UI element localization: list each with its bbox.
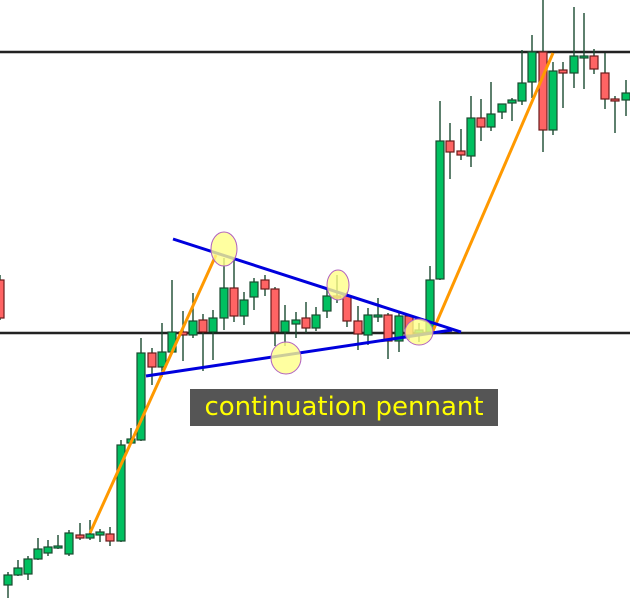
bearish-candle [198, 319, 208, 333]
bearish-candle [476, 117, 486, 128]
bearish-candle [0, 279, 5, 319]
bearish-candle [105, 533, 115, 542]
bullish-candle [249, 281, 259, 298]
pattern-label: continuation pennant [190, 389, 498, 426]
bearish-candle [75, 534, 85, 539]
flagpole-2-line [430, 52, 555, 334]
bearish-candle [353, 320, 363, 335]
bullish-candle [621, 92, 630, 101]
bearish-candle [229, 287, 239, 317]
bullish-candle [291, 319, 301, 325]
bullish-candle [33, 548, 43, 560]
bullish-candle [53, 545, 63, 549]
flagpole-1-line [88, 254, 218, 534]
bullish-candle [3, 574, 13, 586]
bullish-candle [219, 287, 229, 319]
highlight-ellipse [270, 341, 302, 375]
bearish-candle [301, 317, 311, 329]
bullish-candle [85, 533, 95, 539]
bullish-candle [64, 532, 74, 555]
bearish-candle [538, 51, 548, 131]
bullish-candle [517, 82, 527, 102]
bearish-candle [342, 295, 352, 322]
bullish-candle [435, 140, 445, 280]
bullish-candle [311, 314, 321, 329]
bullish-candle [43, 546, 53, 554]
bullish-candle [322, 295, 332, 312]
bullish-candle [239, 299, 249, 317]
bearish-candle [147, 352, 157, 368]
bullish-candle [548, 70, 558, 131]
bullish-candle [569, 55, 579, 74]
bullish-candle [486, 113, 496, 128]
bullish-candle [208, 317, 218, 333]
bullish-candle [280, 320, 290, 333]
bullish-candle [373, 314, 383, 318]
bullish-candle [13, 567, 23, 576]
bullish-candle [188, 320, 198, 336]
highlight-ellipse [210, 231, 238, 267]
bullish-candle [157, 351, 167, 368]
bearish-candle [445, 140, 455, 153]
bearish-candle [383, 314, 393, 342]
bearish-candle [558, 69, 568, 74]
bullish-candle [466, 117, 476, 157]
bearish-candle [260, 279, 270, 290]
bearish-candle [270, 288, 280, 333]
bearish-candle [589, 55, 599, 70]
bullish-candle [23, 558, 33, 575]
bullish-candle [363, 314, 373, 336]
highlight-ellipse [404, 318, 434, 346]
bearish-candle [456, 150, 466, 156]
bearish-candle [610, 98, 620, 102]
bullish-candle [95, 531, 105, 536]
bullish-candle [136, 352, 146, 441]
highlight-ellipse [326, 269, 350, 301]
bullish-candle [507, 99, 517, 104]
bullish-candle [579, 55, 589, 59]
bearish-candle [600, 72, 610, 100]
bullish-candle [116, 444, 126, 542]
bullish-candle [527, 51, 537, 83]
bullish-candle [394, 315, 404, 342]
bullish-candle [497, 103, 507, 113]
